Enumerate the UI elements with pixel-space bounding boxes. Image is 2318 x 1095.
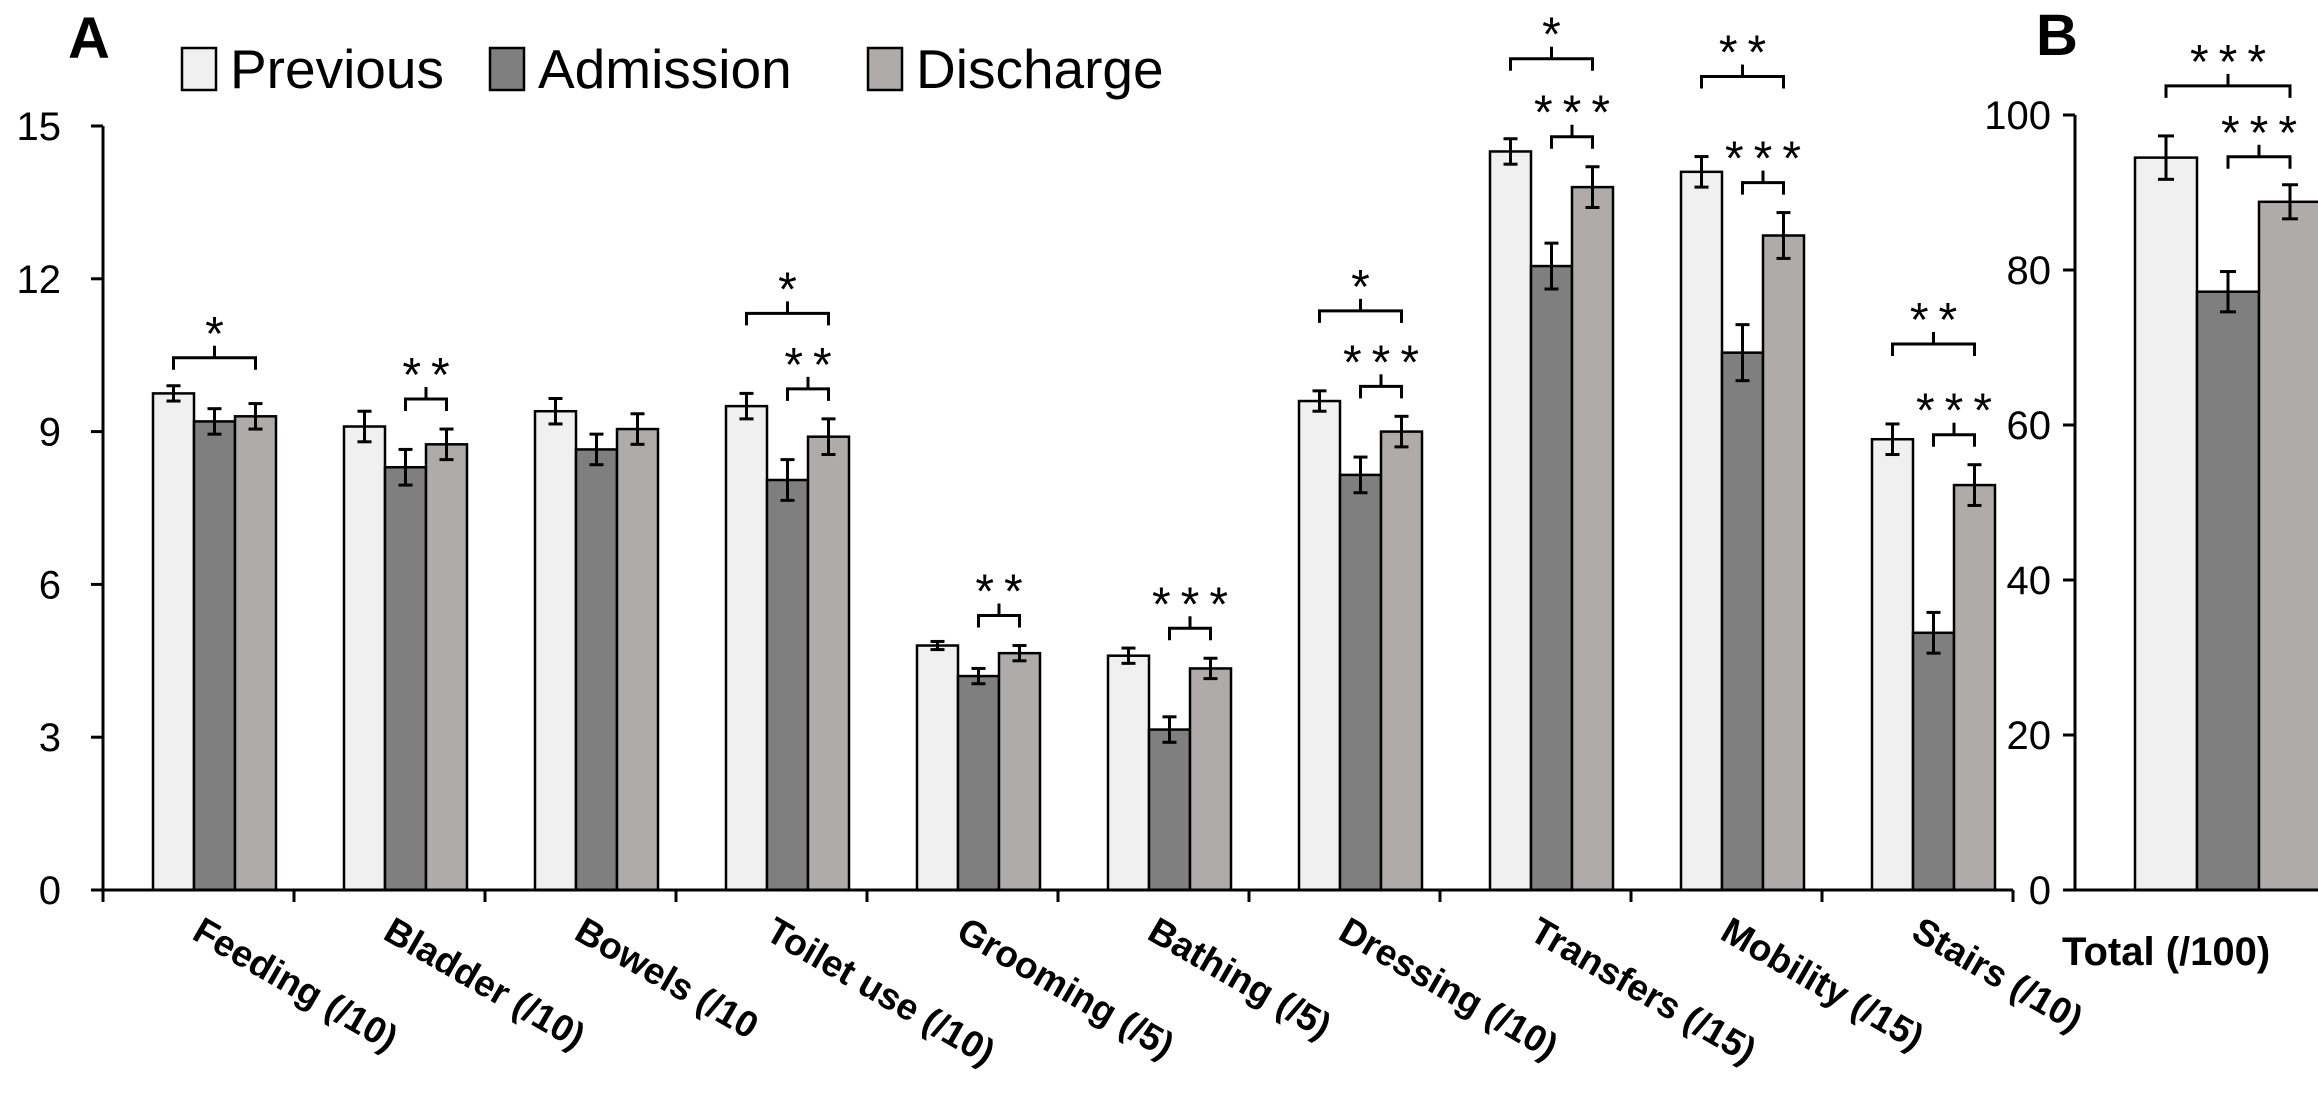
sig-toilet-use-10-admission-discharge-label: ** <box>784 339 841 392</box>
y-tick-label-b: 100 <box>1984 94 2051 138</box>
y-tick-label-b: 80 <box>2007 249 2052 293</box>
y-tick-label-a: 9 <box>39 411 61 455</box>
bar-admission-bathing-5 <box>1147 728 1192 892</box>
bar-discharge-toilet-use-10 <box>806 435 851 892</box>
y-tick-label-a: 0 <box>39 869 61 913</box>
sig-bathing-5-admission-discharge-label: *** <box>1152 578 1238 631</box>
error-bars-a <box>166 137 1982 744</box>
bar-total-discharge <box>2257 200 2318 892</box>
bar-previous-grooming-5 <box>915 644 960 892</box>
significance-a: ******** ********************* <box>172 9 2002 641</box>
y-tick-label-a: 3 <box>39 716 61 760</box>
bar-previous-toilet-use-10 <box>724 404 769 892</box>
sig-grooming-5-admission-discharge-label: ** <box>975 566 1032 619</box>
bar-previous-transfers-15 <box>1488 150 1533 892</box>
legend-label-discharge: Discharge <box>916 38 1164 100</box>
category-label-stairs-10: Stairs (/10) <box>1906 909 2090 1039</box>
category-label-bowels-10: Bowels (/10 <box>569 909 766 1046</box>
bar-previous-feeding-10 <box>151 392 196 892</box>
sig-toilet-use-10-admission-discharge-bracket <box>786 387 830 401</box>
bar-admission-bowels-10 <box>574 448 619 892</box>
y-tick-label-b: 60 <box>2007 404 2052 448</box>
bar-discharge-grooming-5 <box>997 651 1042 892</box>
sig-total-previous-discharge-label: *** <box>2190 36 2276 89</box>
significance-b: *** *** <box>2164 36 2307 169</box>
bars-a <box>151 150 1997 892</box>
sig-mobility-15-admission-discharge-bracket <box>1741 181 1785 195</box>
legend-swatch-admission <box>488 46 526 92</box>
y-tick-label-a: 6 <box>39 563 61 607</box>
sig-bladder-10-admission-discharge-label: ** <box>402 349 459 402</box>
sig-stairs-10-previous-discharge-label: ** <box>1910 294 1967 347</box>
bar-previous-bowels-10 <box>533 409 578 892</box>
bar-previous-dressing-10 <box>1297 399 1342 892</box>
x-axis-a: Feeding (/10)Bladder (/10)Bowels (/10Toi… <box>101 888 2090 1073</box>
bar-discharge-dressing-10 <box>1379 430 1424 892</box>
bar-total-admission <box>2195 290 2261 892</box>
bar-admission-dressing-10 <box>1338 473 1383 892</box>
sig-mobility-15-admission-discharge-label: *** <box>1725 133 1811 186</box>
sig-feeding-10-previous-discharge-label: * <box>205 308 234 361</box>
bar-admission-stairs-10 <box>1911 631 1956 892</box>
bar-admission-bladder-10 <box>383 466 428 892</box>
sig-total-admission-discharge-label: *** <box>2221 107 2307 160</box>
category-label-bladder-10: Bladder (/10) <box>378 909 593 1057</box>
y-tick-label-a: 15 <box>17 105 62 149</box>
bar-admission-mobility-15 <box>1720 351 1765 892</box>
sig-dressing-10-previous-discharge-label: * <box>1351 261 1380 314</box>
bar-admission-feeding-10 <box>192 420 237 892</box>
x-axis-b: Total (/100) <box>2062 888 2318 974</box>
panel-letter-b: B <box>2036 3 2078 68</box>
y-tick-label-a: 12 <box>17 258 62 302</box>
bar-admission-grooming-5 <box>956 674 1001 892</box>
bar-discharge-bladder-10 <box>424 443 469 892</box>
error-bars-b <box>2158 134 2298 314</box>
legend-swatch-discharge <box>866 46 904 92</box>
bar-discharge-mobility-15 <box>1761 234 1806 892</box>
category-label-feeding-10: Feeding (/10) <box>187 909 405 1059</box>
bar-admission-transfers-15 <box>1529 264 1574 892</box>
bar-previous-bathing-5 <box>1106 654 1151 892</box>
bar-discharge-feeding-10 <box>233 415 278 892</box>
bar-total-previous <box>2133 156 2199 892</box>
legend-label-admission: Admission <box>538 38 792 100</box>
y-tick-label-b: 0 <box>2029 869 2051 913</box>
sig-transfers-15-admission-discharge-bracket <box>1550 135 1594 149</box>
sig-stairs-10-admission-discharge-bracket <box>1932 433 1976 447</box>
bar-previous-mobility-15 <box>1679 170 1724 892</box>
sig-dressing-10-admission-discharge-label: *** <box>1343 336 1429 389</box>
bar-discharge-bowels-10 <box>615 427 660 892</box>
y-tick-label-b: 20 <box>2007 714 2052 758</box>
bar-discharge-bathing-5 <box>1188 667 1233 892</box>
bar-discharge-stairs-10 <box>1952 483 1997 892</box>
legend-label-previous: Previous <box>230 38 444 100</box>
sig-mobility-15-previous-discharge-label: ** <box>1719 27 1776 80</box>
bar-previous-bladder-10 <box>342 425 387 892</box>
y-tick-label-b: 40 <box>2007 559 2052 603</box>
legend-swatch-previous <box>180 46 218 92</box>
sig-transfers-15-admission-discharge-label: *** <box>1534 87 1620 140</box>
bar-discharge-transfers-15 <box>1570 185 1615 892</box>
legend: Previous Admission Discharge <box>180 38 1164 100</box>
panel-b: B 0 20 40 60 80 100 *** *** Total (/100) <box>1984 3 2318 974</box>
bars-b <box>2133 156 2318 892</box>
y-axis-b: 0 20 40 60 80 100 <box>1984 94 2077 913</box>
y-axis-a: 0 3 6 9 12 15 <box>17 105 105 913</box>
panel-letter-a: A <box>68 6 110 71</box>
sig-transfers-15-previous-discharge-label: * <box>1542 9 1571 62</box>
bar-previous-stairs-10 <box>1870 437 1915 892</box>
category-label-total: Total (/100) <box>2062 930 2270 974</box>
sig-toilet-use-10-previous-discharge-label: * <box>778 263 807 316</box>
bar-admission-toilet-use-10 <box>765 478 810 892</box>
sig-stairs-10-admission-discharge-label: *** <box>1916 385 2002 438</box>
